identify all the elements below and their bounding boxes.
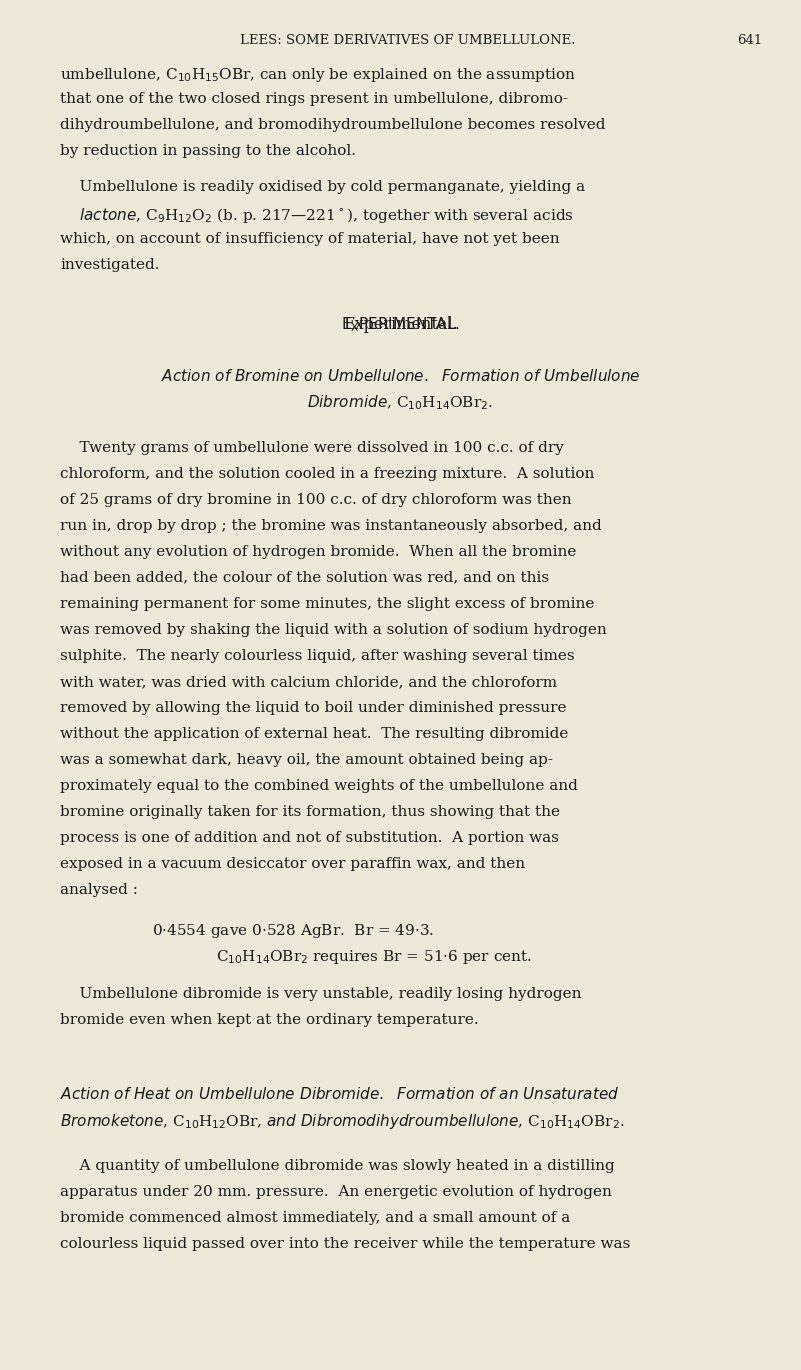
Text: $\it{Action\ of\ Bromine\ on\ Umbellulone.\ \ Formation\ of\ Umbellulone}$: $\it{Action\ of\ Bromine\ on\ Umbellulon… [161,367,640,384]
Text: was removed by shaking the liquid with a solution of sodium hydrogen: was removed by shaking the liquid with a… [60,623,607,637]
Text: without the application of external heat.  The resulting dibromide: without the application of external heat… [60,727,569,741]
Text: umbellulone, C$_{10}$H$_{15}$OBr, can only be explained on the assumption: umbellulone, C$_{10}$H$_{15}$OBr, can on… [60,66,577,84]
Text: run in, drop by drop ; the bromine was instantaneously absorbed, and: run in, drop by drop ; the bromine was i… [60,519,602,533]
Text: apparatus under 20 mm. pressure.  An energetic evolution of hydrogen: apparatus under 20 mm. pressure. An ener… [60,1185,612,1199]
Text: of 25 grams of dry bromine in 100 c.c. of dry chloroform was then: of 25 grams of dry bromine in 100 c.c. o… [60,493,572,507]
Text: colourless liquid passed over into the receiver while the temperature was: colourless liquid passed over into the r… [60,1237,630,1251]
Text: A quantity of umbellulone dibromide was slowly heated in a distilling: A quantity of umbellulone dibromide was … [60,1159,615,1173]
Text: was a somewhat dark, heavy oil, the amount obtained being ap-: was a somewhat dark, heavy oil, the amou… [60,754,553,767]
Text: chloroform, and the solution cooled in a freezing mixture.  A solution: chloroform, and the solution cooled in a… [60,467,594,481]
Text: 0$\cdot$4554 gave 0$\cdot$528 AgBr.  Br = 49$\cdot$3.: 0$\cdot$4554 gave 0$\cdot$528 AgBr. Br =… [152,922,434,940]
Text: that one of the two closed rings present in umbellulone, dibromo-: that one of the two closed rings present… [60,92,568,105]
Text: with water, was dried with calcium chloride, and the chloroform: with water, was dried with calcium chlor… [60,675,557,689]
Text: process is one of addition and not of substitution.  A portion was: process is one of addition and not of su… [60,832,559,845]
Text: removed by allowing the liquid to boil under diminished pressure: removed by allowing the liquid to boil u… [60,701,566,715]
Text: Umbellulone dibromide is very unstable, readily losing hydrogen: Umbellulone dibromide is very unstable, … [60,988,582,1001]
Text: $\rm{E}_{\rm{X}}\rm{PERIMENTAL.}$: $\rm{E}_{\rm{X}}\rm{PERIMENTAL.}$ [341,315,460,334]
Text: without any evolution of hydrogen bromide.  When all the bromine: without any evolution of hydrogen bromid… [60,545,577,559]
Text: bromide even when kept at the ordinary temperature.: bromide even when kept at the ordinary t… [60,1014,479,1028]
Text: bromide commenced almost immediately, and a small amount of a: bromide commenced almost immediately, an… [60,1211,570,1225]
Text: remaining permanent for some minutes, the slight excess of bromine: remaining permanent for some minutes, th… [60,597,594,611]
Text: investigated.: investigated. [60,259,159,273]
Text: C$_{10}$H$_{14}$OBr$_2$ requires Br = 51$\cdot$6 per cent.: C$_{10}$H$_{14}$OBr$_2$ requires Br = 51… [216,948,532,966]
Text: LEES: SOME DERIVATIVES OF UMBELLULONE.: LEES: SOME DERIVATIVES OF UMBELLULONE. [240,34,576,47]
Text: had been added, the colour of the solution was red, and on this: had been added, the colour of the soluti… [60,571,549,585]
Text: Umbellulone is readily oxidised by cold permanganate, yielding a: Umbellulone is readily oxidised by cold … [60,181,586,195]
Text: bromine originally taken for its formation, thus showing that the: bromine originally taken for its formati… [60,806,560,819]
Text: $\it{Action\ of\ Heat\ on\ Umbellulone\ Dibromide.\ \ Formation\ of\ an\ Unsatur: $\it{Action\ of\ Heat\ on\ Umbellulone\ … [60,1086,619,1101]
Text: which, on account of insufficiency of material, have not yet been: which, on account of insufficiency of ma… [60,233,560,247]
Text: proximately equal to the combined weights of the umbellulone and: proximately equal to the combined weight… [60,780,578,793]
Text: 641: 641 [737,34,763,47]
Text: $\it{Bromoketone}$, C$_{10}$H$_{12}$OBr, $\it{and\ Dibromodihydroumbellulone}$, : $\it{Bromoketone}$, C$_{10}$H$_{12}$OBr,… [60,1112,625,1132]
Text: by reduction in passing to the alcohol.: by reduction in passing to the alcohol. [60,144,356,158]
Text: exposed in a vacuum desiccator over paraffin wax, and then: exposed in a vacuum desiccator over para… [60,858,525,871]
Text: sulphite.  The nearly colourless liquid, after washing several times: sulphite. The nearly colourless liquid, … [60,649,574,663]
Text: dihydroumbellulone, and bromodihydroumbellulone becomes resolved: dihydroumbellulone, and bromodihydroumbe… [60,118,606,132]
Text: Twenty grams of umbellulone were dissolved in 100 c.c. of dry: Twenty grams of umbellulone were dissolv… [60,441,564,455]
Text: Experimental.: Experimental. [343,315,458,333]
Text: analysed :: analysed : [60,884,138,897]
Text: $\it{lactone}$, C$_9$H$_{12}$O$_2$ (b. p. 217—221$^\circ$), together with severa: $\it{lactone}$, C$_9$H$_{12}$O$_2$ (b. p… [60,207,574,225]
Text: $\it{Dibromide}$, C$_{10}$H$_{14}$OBr$_2$.: $\it{Dibromide}$, C$_{10}$H$_{14}$OBr$_2… [308,393,493,412]
